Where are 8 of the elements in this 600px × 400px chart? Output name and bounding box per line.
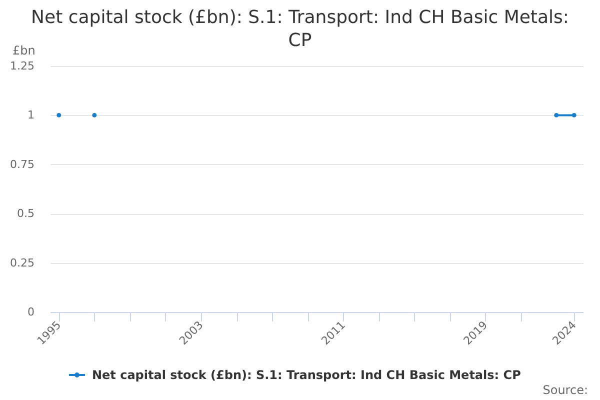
legend-label: Net capital stock (£bn): S.1: Transport: Ind CH Basic Metals: CP <box>92 368 522 382</box>
source-note: Source: <box>542 383 588 397</box>
y-tick-label: 0.5 <box>17 207 34 220</box>
y-tick-label: 1 <box>28 108 34 122</box>
y-tick-label: 0 <box>28 306 34 318</box>
y-tick-label: 1.25 <box>10 60 34 72</box>
y-tick-label: 0.75 <box>10 158 34 171</box>
y-tick-label: 0.25 <box>10 256 34 270</box>
